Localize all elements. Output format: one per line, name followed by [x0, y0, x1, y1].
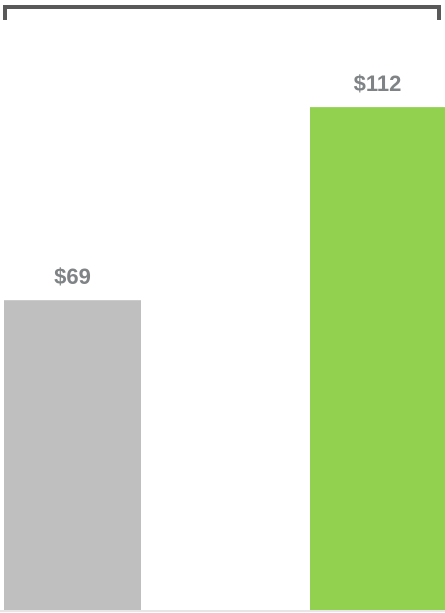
value-label: $112	[354, 71, 402, 96]
bar	[310, 107, 445, 611]
bar	[4, 300, 141, 610]
bracket	[3, 5, 441, 20]
value-label: $69	[54, 264, 91, 289]
